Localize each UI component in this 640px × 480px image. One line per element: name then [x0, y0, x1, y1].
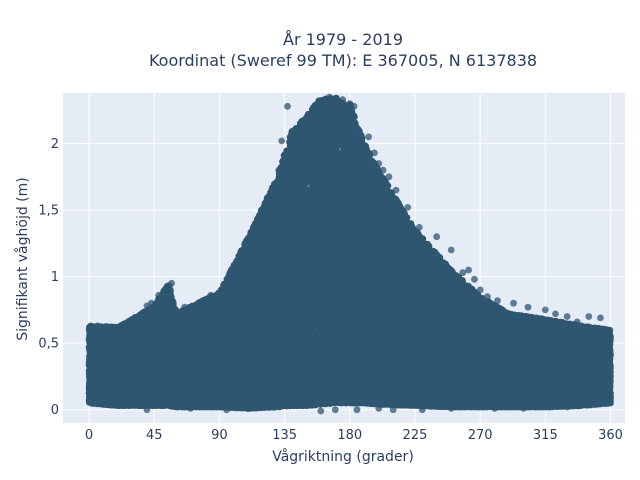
x-axis-ticks: 0 45 90 135 180 225 270 315 360: [85, 428, 623, 443]
data-point: [300, 126, 307, 134]
y-tick-label: 0,5: [38, 337, 59, 352]
x-tick-label: 225: [403, 428, 428, 443]
data-point: [217, 286, 225, 294]
x-tick-label: 0: [85, 428, 93, 443]
data-point: [476, 286, 484, 294]
data-point: [331, 94, 339, 102]
x-tick-label: 270: [468, 428, 493, 443]
data-point: [484, 293, 491, 300]
y-axis-title: Signifikant våghöjd (m): [14, 177, 31, 340]
data-point: [94, 322, 102, 330]
data-point: [256, 220, 264, 227]
data-point: [172, 306, 180, 314]
data-point: [447, 405, 455, 412]
data-points: [85, 93, 614, 415]
y-tick-label: 1: [51, 270, 59, 285]
data-point: [415, 224, 423, 231]
data-point: [187, 405, 194, 412]
data-point: [520, 405, 527, 412]
data-point: [379, 166, 387, 174]
data-point: [404, 204, 412, 211]
data-point: [237, 255, 245, 263]
data-point: [317, 407, 325, 415]
y-tick-label: 2: [51, 137, 59, 152]
data-point: [597, 314, 604, 322]
data-point: [418, 406, 426, 414]
data-point: [471, 275, 478, 283]
x-tick-label: 360: [598, 428, 623, 443]
data-point: [541, 306, 549, 314]
data-point: [88, 323, 96, 331]
data-point: [510, 299, 517, 307]
data-point: [190, 309, 197, 316]
data-point: [249, 226, 257, 234]
chart-subtitle: Koordinat (Sweref 99 TM): E 367005, N 61…: [149, 51, 537, 70]
data-point: [389, 406, 397, 414]
data-point: [494, 297, 501, 304]
data-point: [604, 329, 611, 336]
data-point: [159, 290, 167, 298]
y-axis-ticks: 0 0,5 1 1,5 2: [38, 137, 59, 418]
data-point: [278, 137, 286, 145]
data-point: [275, 166, 283, 174]
data-point: [198, 299, 206, 307]
data-point: [585, 313, 593, 320]
x-axis-title: Vågriktning (grader): [272, 448, 414, 465]
data-point: [491, 405, 498, 412]
data-point: [331, 406, 339, 414]
data-point: [143, 406, 151, 414]
x-tick-label: 315: [533, 428, 558, 443]
data-point: [266, 200, 274, 207]
data-point: [148, 299, 155, 307]
y-tick-label: 1,5: [38, 204, 59, 219]
data-point: [245, 405, 252, 412]
x-tick-label: 45: [146, 428, 163, 443]
data-point: [242, 246, 249, 254]
data-point: [223, 406, 231, 414]
x-tick-label: 90: [211, 428, 228, 443]
data-point: [226, 273, 234, 280]
data-point: [465, 266, 472, 274]
data-point: [350, 102, 358, 110]
data-point: [459, 269, 467, 276]
data-point: [207, 291, 215, 299]
data-point: [371, 149, 378, 157]
data-point: [120, 323, 128, 331]
data-point: [307, 112, 315, 119]
data-point: [294, 133, 301, 141]
data-point: [111, 323, 119, 331]
point-cloud: [85, 94, 614, 412]
data-point: [317, 104, 325, 111]
data-point: [353, 406, 361, 414]
y-tick-label: 0: [51, 403, 59, 418]
data-point: [524, 303, 532, 311]
data-point: [385, 173, 393, 181]
data-point: [326, 93, 333, 101]
x-tick-label: 180: [337, 428, 362, 443]
data-point: [573, 318, 581, 326]
x-tick-label: 135: [272, 428, 297, 443]
data-point: [447, 246, 455, 254]
data-point: [375, 405, 383, 412]
data-point: [392, 186, 400, 194]
data-point: [563, 313, 571, 320]
data-point: [563, 403, 571, 411]
data-point: [181, 303, 189, 311]
data-point: [339, 96, 346, 104]
data-point: [433, 233, 441, 241]
data-point: [375, 160, 383, 167]
data-point: [365, 133, 372, 141]
data-point: [232, 266, 239, 274]
data-point: [130, 322, 138, 330]
chart-title: År 1979 - 2019: [283, 30, 403, 49]
data-point: [272, 180, 280, 187]
data-point: [552, 310, 559, 318]
data-point: [284, 102, 291, 110]
data-point: [168, 279, 176, 287]
data-point: [100, 326, 107, 334]
